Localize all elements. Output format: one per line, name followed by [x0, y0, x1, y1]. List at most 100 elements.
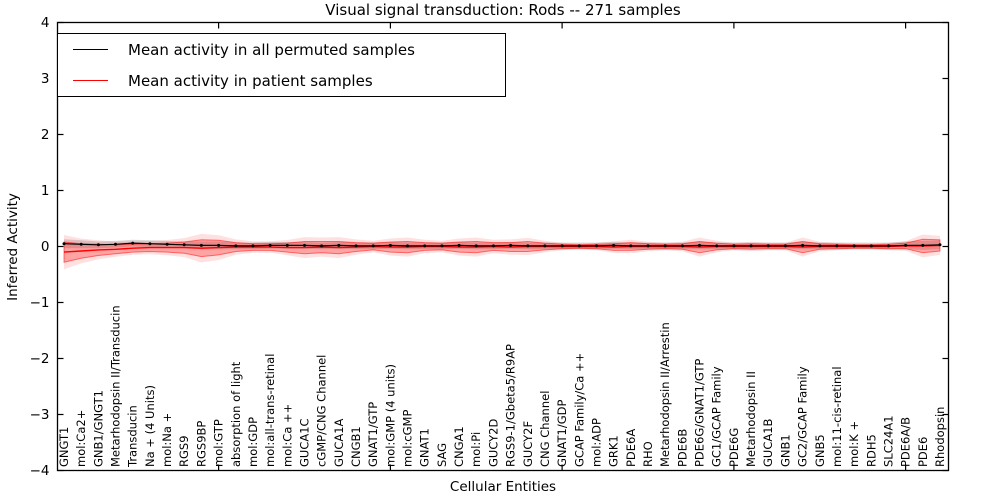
category-label: CNGA1: [452, 426, 466, 467]
category-label: mol:Ca2+: [74, 410, 88, 467]
category-label: cGMP/CNG Channel: [315, 355, 329, 467]
marker-dot: [783, 244, 787, 248]
x-axis-label: Cellular Entities: [449, 479, 557, 495]
marker-dot: [869, 244, 873, 248]
marker-dot: [835, 244, 839, 248]
marker-dot: [543, 244, 547, 248]
legend-item-permuted: Mean activity in all permuted samples: [58, 36, 505, 64]
category-label: SLC24A1: [882, 415, 896, 467]
category-label: GNB1: [778, 434, 792, 467]
category-label: Transducin: [126, 405, 140, 468]
marker-dot: [938, 243, 942, 247]
red-line-swatch: [73, 80, 108, 81]
category-label: Metarhodopsin II/Transducin: [109, 305, 123, 467]
marker-dot: [251, 244, 255, 248]
y-tick-label: 3: [41, 71, 50, 87]
category-label: absorption of light: [229, 361, 243, 467]
marker-dot: [217, 243, 221, 247]
marker-dot: [732, 244, 736, 248]
marker-dot: [852, 244, 856, 248]
y-tick-label: 0: [41, 239, 50, 255]
marker-dot: [371, 244, 375, 248]
category-label: PDE6G: [727, 428, 741, 467]
marker-dot: [337, 243, 341, 247]
category-label: Metarhodopsin II/Arrestin: [658, 322, 672, 467]
marker-dot: [96, 243, 100, 247]
marker-dot: [577, 244, 581, 248]
marker-dot: [612, 243, 616, 247]
marker-dot: [268, 243, 272, 247]
category-label: mol:ADP: [590, 418, 604, 467]
marker-dot: [646, 244, 650, 248]
category-label: GNB1/GNGT1: [91, 390, 105, 467]
category-label: mol:GTP: [212, 419, 226, 467]
marker-dot: [715, 244, 719, 248]
marker-dot: [406, 244, 409, 248]
category-label: GUCA1A: [332, 418, 346, 467]
category-label: PDE6G/GNAT1/GTP: [693, 359, 707, 467]
permuted-mean-line: [63, 242, 941, 247]
marker-dot: [921, 243, 925, 247]
marker-dot: [526, 244, 530, 248]
category-label: GNAT1: [418, 428, 432, 467]
marker-dot: [388, 243, 392, 247]
category-label: RHO: [641, 441, 655, 467]
category-label: mol:K +: [847, 421, 861, 467]
marker-dot: [320, 244, 324, 248]
y-tick-label: −2: [30, 351, 50, 367]
marker-dot: [354, 244, 358, 248]
marker-dot: [749, 244, 753, 248]
marker-dot: [285, 243, 289, 247]
y-tick-label: −4: [30, 463, 50, 479]
category-label: RGS9BP: [194, 421, 208, 467]
marker-dot: [148, 242, 152, 246]
marker-dot: [131, 241, 135, 245]
marker-dot: [560, 244, 564, 248]
marker-dot: [303, 243, 306, 247]
marker-dot: [474, 244, 478, 248]
marker-dot: [234, 244, 238, 248]
category-label: Na + (4 Units): [143, 385, 157, 467]
category-label: GNAT1/GDP: [555, 400, 569, 467]
category-label: mol:Pi: [469, 432, 483, 467]
marker-dot: [698, 243, 701, 247]
marker-dot: [79, 242, 83, 246]
y-tick-label: −3: [30, 407, 50, 423]
marker-dot: [663, 244, 667, 248]
marker-dot: [457, 243, 461, 247]
marker-dot: [165, 242, 169, 246]
y-tick-label: −1: [30, 295, 50, 311]
legend-label-permuted: Mean activity in all permuted samples: [128, 40, 415, 59]
category-label: GUCA1C: [298, 418, 312, 467]
patient-band-outer: [64, 233, 940, 270]
legend: Mean activity in all permuted samples Me…: [57, 33, 506, 97]
marker-dot: [887, 244, 890, 248]
category-label: PDE6A: [624, 429, 638, 467]
category-label: GNAT1/GTP: [366, 402, 380, 467]
category-label: RGS9: [177, 435, 191, 467]
category-label: mol:all-trans-retinal: [263, 354, 277, 467]
category-label: Metarhodopsin II: [744, 371, 758, 467]
category-label: mol:GMP (4 units): [383, 364, 397, 467]
marker-dot: [491, 244, 495, 248]
category-label: GUCA1B: [761, 418, 775, 467]
patient-mean-line: [63, 244, 941, 253]
black-line-swatch: [73, 49, 108, 50]
category-label: RGS9-1/Gbeta5/R9AP: [504, 344, 518, 467]
category-label: mol:cGMP: [401, 410, 415, 467]
y-tick-label: 2: [41, 127, 50, 143]
marker-dot: [199, 243, 203, 247]
chart-title: Visual signal transduction: Rods -- 271 …: [325, 1, 681, 19]
legend-label-patient: Mean activity in patient samples: [128, 71, 373, 90]
category-label: mol:11-cis-retinal: [830, 366, 844, 467]
category-label: PDE6: [916, 437, 930, 467]
marker-dot: [62, 242, 66, 246]
category-label: GUCY2D: [486, 419, 500, 467]
marker-dot: [904, 243, 908, 247]
y-axis-label: Inferred Activity: [5, 193, 21, 301]
y-tick-label: 4: [41, 15, 50, 31]
marker-dot: [629, 244, 633, 248]
category-label: GUCY2F: [521, 421, 535, 467]
